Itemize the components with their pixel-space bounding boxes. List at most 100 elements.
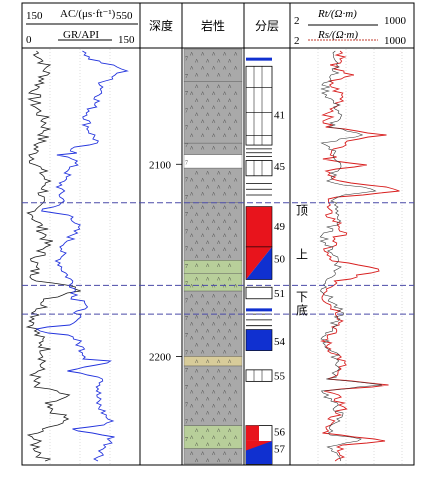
lithology-symbol: ^: [195, 58, 199, 66]
lithology-symbol: ^: [212, 219, 216, 227]
lithology-symbol: ^: [201, 435, 205, 443]
lithology-symbol: ^: [223, 435, 227, 443]
chart-frame: [21, 2, 415, 466]
lithology-symbol: ^: [217, 314, 221, 322]
lithology-bed: [183, 260, 243, 274]
lithology-annotation: 7: [185, 126, 188, 132]
lithology-symbol: ^: [206, 276, 210, 284]
lithology-symbol: ^: [217, 98, 221, 106]
lithology-symbol: ^: [228, 382, 232, 390]
lithology-symbol: ^: [217, 328, 221, 336]
layer-column-title: 分层: [255, 19, 279, 33]
lithology-symbol: ^: [234, 247, 238, 255]
lithology-annotation: 7: [185, 437, 188, 443]
lithology-symbol: ^: [195, 112, 199, 120]
lithology-symbol: ^: [234, 91, 238, 99]
ac-max-label: 550: [116, 10, 133, 22]
lithology-symbol: ^: [234, 105, 238, 113]
layer-fill-oil: [245, 206, 273, 248]
lithology-symbol: ^: [201, 451, 205, 459]
lithology-symbol: ^: [212, 205, 216, 213]
rt-axis-label: Rt/(Ω·m): [317, 8, 357, 20]
lithology-symbol: ^: [201, 389, 205, 397]
lithology-symbol: ^: [217, 84, 221, 92]
lithology-column: ^ ^ ^ ^ ^^ ^ ^ ^^ ^ ^ ^ ^^ ^ ^ ^^ ^ ^ ^^ ^ ^ ^ ^^ ^ ^ ^^ ^ ^ ^ ^^ ^ ^ ^…: [183, 48, 243, 466]
lithology-symbol: ^: [228, 442, 232, 450]
lithology-symbol: ^: [195, 240, 199, 248]
lithology-symbol: ^: [223, 283, 227, 291]
lithology-symbol: ^: [195, 442, 199, 450]
layer-number: 41: [274, 109, 285, 121]
layer-number: 55: [274, 371, 286, 383]
boundary-lines: [22, 202, 414, 315]
lithology-symbol: ^: [223, 389, 227, 397]
lithology-symbol: ^: [228, 226, 232, 234]
depth-tick-label: 2200: [149, 351, 172, 363]
lithology-symbol: ^: [228, 184, 232, 192]
lithology-symbol: ^: [217, 184, 221, 192]
lithology-symbol: ^: [195, 300, 199, 308]
lithology-symbol: ^: [201, 349, 205, 357]
rs-axis-label: Rs/(Ω·m): [317, 29, 358, 41]
lithology-symbol: ^: [228, 98, 232, 106]
lithology-symbol: ^: [212, 133, 216, 141]
lithology-symbol: ^: [217, 396, 221, 404]
layer-fill-water: [246, 246, 272, 280]
lithology-symbol: ^: [234, 133, 238, 141]
lithology-symbol: ^: [190, 233, 194, 241]
lithology-symbol: ^: [217, 300, 221, 308]
lithology-symbol: ^: [223, 205, 227, 213]
lithology-symbol: ^: [234, 205, 238, 213]
layer-number: 51: [274, 288, 285, 300]
lithology-symbol: ^: [212, 321, 216, 329]
lithology-symbol: ^: [217, 276, 221, 284]
lithology-symbol: ^: [201, 307, 205, 315]
lithology-symbol: ^: [234, 403, 238, 411]
layer-box: [245, 160, 273, 177]
lithology-symbol: ^: [228, 58, 232, 66]
ac-curve: [25, 50, 81, 462]
layer-number: 50: [274, 253, 286, 265]
lithology-symbol: ^: [212, 191, 216, 199]
lithology-symbol: ^: [206, 410, 210, 418]
lithology-bed: [183, 202, 243, 261]
lithology-symbol: ^: [234, 375, 238, 383]
lithology-symbol: ^: [190, 105, 194, 113]
rs-curve: [319, 50, 383, 462]
lithology-symbol: ^: [206, 368, 210, 376]
lithology-symbol: ^: [195, 458, 199, 466]
lithology-symbol: ^: [195, 328, 199, 336]
lithology-symbol: ^: [234, 177, 238, 185]
lithology-symbol: ^: [201, 177, 205, 185]
lithology-annotation: 7: [185, 281, 188, 287]
lithology-symbol: ^: [212, 105, 216, 113]
lithology-symbol: ^: [234, 293, 238, 301]
lithology-symbol: ^: [228, 314, 232, 322]
lithology-annotation: 7: [185, 178, 188, 184]
lithology-bed: [183, 448, 243, 465]
lithology-symbol: ^: [234, 219, 238, 227]
lithology-annotation: 7: [185, 299, 188, 305]
lithology-annotation: 7: [185, 160, 188, 166]
lithology-symbol: ^: [195, 184, 199, 192]
lithology-column-title: 岩性: [201, 18, 225, 33]
lithology-symbol: ^: [201, 51, 205, 59]
lithology-symbol: ^: [190, 205, 194, 213]
lithology-symbol: ^: [228, 126, 232, 134]
lithology-symbol: ^: [206, 112, 210, 120]
lithology-symbol: ^: [223, 403, 227, 411]
lithology-symbol: ^: [190, 177, 194, 185]
lithology-symbol: ^: [206, 396, 210, 404]
lithology-symbol: ^: [206, 254, 210, 262]
lithology-symbol: ^: [234, 307, 238, 315]
lithology-symbol: ^: [217, 170, 221, 178]
lithology-symbol: ^: [190, 375, 194, 383]
lithology-symbol: ^: [201, 145, 205, 153]
lithology-symbol: ^: [201, 65, 205, 73]
lithology-symbol: ^: [201, 335, 205, 343]
layer-number: 57: [274, 444, 286, 456]
lithology-symbol: ^: [217, 262, 221, 270]
lithology-symbol: ^: [190, 219, 194, 227]
lithology-symbol: ^: [223, 321, 227, 329]
